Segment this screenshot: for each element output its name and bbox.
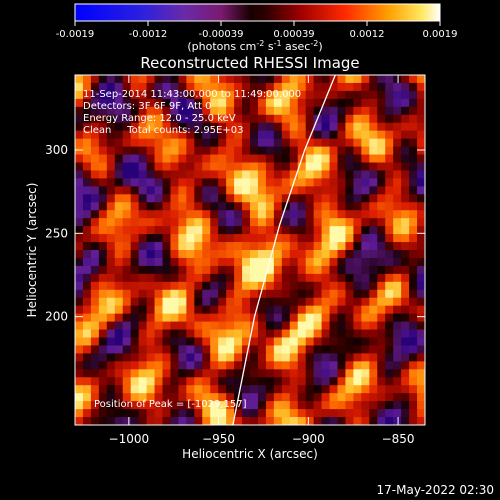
x-axis-label: Heliocentric X (arcsec) bbox=[182, 447, 318, 461]
solar-limb-curve bbox=[232, 75, 336, 425]
colorbar-tick-label: -0.0019 bbox=[56, 29, 95, 40]
colorbar-ticks: -0.0019 -0.0012 -0.00039 0.00039 0.0012 0.001… bbox=[56, 21, 458, 40]
y-axis-label: Heliocentric Y (arcsec) bbox=[25, 183, 39, 318]
y-tick-label: 300 bbox=[45, 143, 68, 157]
annotation-detectors: Detectors: 3F 6F 9F, Att 0 bbox=[83, 101, 211, 112]
annotation-energy-range: Energy Range: 12.0 - 25.0 keV bbox=[83, 113, 236, 124]
annotation-clean-counts: Clean Total counts: 2.95E+03 bbox=[83, 125, 243, 136]
colorbar-tick-label: 0.00039 bbox=[273, 29, 314, 40]
colorbar-units: (photons cm-2 s-1 asec-2) bbox=[187, 39, 322, 53]
x-tick-label: −900 bbox=[292, 432, 325, 446]
annotation-block: 11-Sep-2014 11:43:00.000 to 11:49:00.000… bbox=[83, 89, 301, 136]
timestamp: 17-May-2022 02:30 bbox=[377, 483, 494, 497]
colorbar-tick-label: -0.00039 bbox=[199, 29, 244, 40]
x-tick-label: −850 bbox=[382, 432, 415, 446]
colorbar-tick-label: 0.0019 bbox=[423, 29, 458, 40]
annotation-time-range: 11-Sep-2014 11:43:00.000 to 11:49:00.000 bbox=[83, 89, 301, 100]
y-axis: 200 250 300 bbox=[45, 143, 425, 324]
x-axis: −1000 −950 −900 −850 bbox=[109, 75, 415, 446]
y-tick-label: 200 bbox=[45, 310, 68, 324]
peak-position-label: Position of Peak = [-1029,157] bbox=[94, 399, 247, 410]
colorbar: -0.0019 -0.0012 -0.00039 0.00039 0.0012 0.001… bbox=[56, 3, 458, 53]
x-tick-label: −1000 bbox=[109, 432, 150, 446]
chart-title: Reconstructed RHESSI Image bbox=[140, 54, 359, 72]
colorbar-tick-label: 0.0012 bbox=[350, 29, 385, 40]
y-tick-label: 250 bbox=[45, 226, 68, 240]
colorbar-tick-label: -0.0012 bbox=[129, 29, 168, 40]
colorbar-gradient bbox=[74, 3, 441, 22]
heatmap-image bbox=[75, 75, 425, 425]
plot-frame bbox=[74, 74, 426, 426]
x-tick-label: −950 bbox=[202, 432, 235, 446]
